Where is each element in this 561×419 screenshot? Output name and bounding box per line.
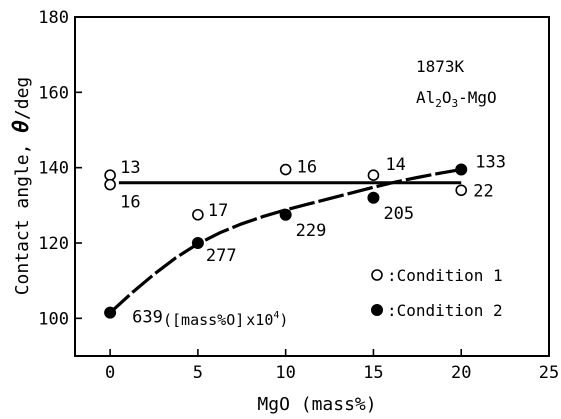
y-axis-title-unit: /deg (12, 77, 33, 120)
y-tick-label: 180 (38, 8, 69, 28)
x-tick-label: 20 (451, 363, 471, 383)
filled-circle-point (367, 191, 380, 204)
point-label: 22 (473, 181, 493, 201)
system-sub-3: 3 (452, 97, 459, 110)
concentration-note: ([mass%O] x104) (163, 310, 288, 329)
filled-circle-point (455, 163, 468, 176)
y-axis-title-main: Contact angle, (12, 133, 33, 296)
note-mass-oxygen: [mass%O] (172, 311, 244, 329)
legend-filled-circle-icon (371, 304, 383, 316)
legend-label-condition-2: :Condition 2 (387, 301, 503, 320)
x-tick-label: 5 (193, 363, 203, 383)
system-o: O (442, 88, 452, 107)
note-close-paren: ) (279, 311, 288, 329)
legend-label-condition-1: :Condition 1 (387, 266, 503, 285)
temperature-label: 1873K (416, 57, 465, 76)
point-label: 16 (120, 193, 140, 213)
point-labels: 13 16 17 16 14 22 639 277 229 205 133 (120, 153, 506, 328)
open-circle-point (192, 208, 204, 221)
system-label: Al2O3-MgO (416, 88, 497, 110)
condition-2-fit-curve (109, 167, 462, 314)
note-open-paren: ( (163, 311, 172, 329)
filled-circle-point (104, 306, 117, 319)
theta-symbol: θ (9, 120, 33, 133)
point-label: 13 (120, 158, 140, 178)
x-tick-label: 25 (539, 363, 559, 383)
legend: :Condition 1 :Condition 2 (371, 266, 503, 320)
y-tick-label: 160 (38, 83, 69, 103)
open-circle-point (367, 169, 380, 181)
x-tick-label: 15 (363, 363, 383, 383)
legend-open-circle-icon (371, 269, 383, 281)
point-label: 205 (383, 204, 414, 224)
fit-lines (109, 167, 462, 314)
point-label: 14 (385, 155, 405, 175)
data-points (104, 163, 468, 319)
filled-circle-point (279, 208, 292, 221)
note-exponent: 4 (273, 310, 279, 321)
point-label: 17 (208, 201, 228, 221)
open-circle-point (455, 184, 468, 197)
open-circle-point (104, 169, 116, 181)
x-axis-title: MgO (mass%) (257, 394, 376, 415)
plot-border (74, 16, 550, 357)
plot-frame (74, 16, 550, 357)
system-mgo: -MgO (458, 88, 497, 107)
y-tick-label: 100 (38, 309, 69, 329)
y-tick-label: 140 (38, 159, 69, 179)
point-label: 277 (206, 246, 237, 266)
y-tick-label: 120 (38, 234, 69, 254)
open-circle-point (104, 178, 116, 191)
axis-ticks: 0 5 10 15 20 25 100 120 140 160 180 (38, 8, 559, 383)
system-sub-2: 2 (435, 97, 442, 110)
system-al: Al (416, 88, 435, 107)
open-circle-point (279, 163, 292, 176)
filled-circle-point (191, 237, 204, 249)
x-tick-label: 0 (105, 363, 115, 383)
point-label: 229 (296, 221, 327, 241)
point-label: 639 (132, 308, 163, 328)
x-tick-label: 10 (275, 363, 295, 383)
note-multiplier: x10 (246, 311, 273, 329)
y-axis-title: Contact angle, θ/deg (9, 77, 33, 296)
point-label: 133 (475, 153, 506, 173)
point-label: 16 (297, 158, 317, 178)
